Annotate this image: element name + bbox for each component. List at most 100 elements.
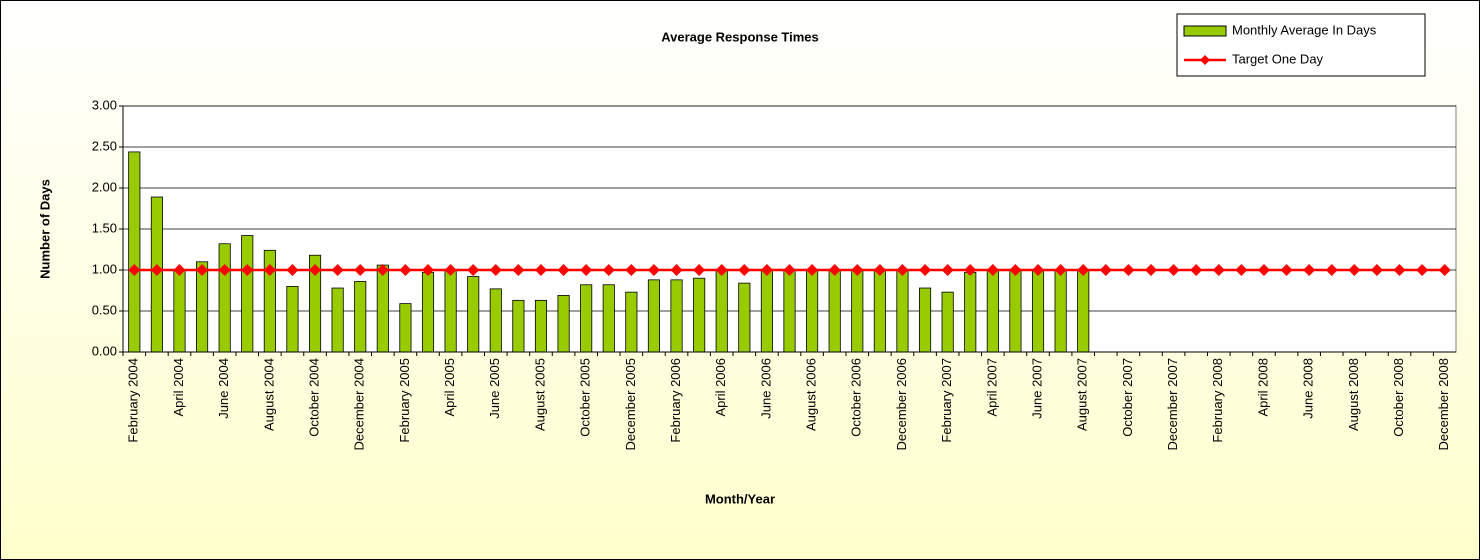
y-tick-label: 2.50 — [92, 138, 117, 153]
marker — [241, 264, 254, 276]
x-tick-label: October 2008 — [1391, 358, 1406, 437]
marker — [1212, 264, 1225, 276]
marker — [331, 264, 344, 276]
marker — [1257, 264, 1270, 276]
marker — [534, 264, 547, 276]
bar — [534, 299, 548, 353]
y-tick-label: 0.00 — [92, 343, 117, 358]
marker — [986, 264, 999, 276]
x-tick-label: October 2006 — [849, 358, 864, 437]
marker — [1416, 264, 1429, 276]
marker — [309, 264, 322, 276]
marker — [919, 264, 932, 276]
legend-marker — [1200, 55, 1210, 65]
marker — [286, 264, 299, 276]
bar — [602, 284, 615, 353]
marker — [150, 264, 163, 276]
legend-label: Target One Day — [1232, 51, 1324, 66]
x-tick-label: December 2006 — [894, 358, 909, 451]
bar — [986, 269, 999, 353]
marker — [1438, 264, 1451, 276]
x-tick-label: October 2007 — [1120, 358, 1135, 437]
marker — [1348, 264, 1361, 276]
marker — [512, 264, 525, 276]
marker — [422, 264, 435, 276]
marker — [1032, 264, 1045, 276]
bar — [489, 288, 502, 353]
marker — [828, 264, 841, 276]
bar — [580, 284, 593, 353]
marker — [738, 264, 751, 276]
marker — [760, 264, 773, 276]
marker — [851, 264, 864, 276]
bar — [941, 291, 954, 353]
marker — [1144, 264, 1157, 276]
marker — [467, 264, 480, 276]
legend-swatch — [1183, 25, 1227, 37]
x-tick-label: December 2004 — [352, 358, 367, 451]
x-tick-label: October 2005 — [578, 358, 593, 437]
marker — [1054, 264, 1067, 276]
marker — [1325, 264, 1338, 276]
bar — [331, 287, 344, 353]
x-tick-label: December 2005 — [623, 358, 638, 451]
marker — [489, 264, 502, 276]
bar — [625, 291, 638, 353]
bar — [670, 279, 683, 353]
marker — [896, 264, 909, 276]
bar — [557, 295, 570, 353]
marker — [1077, 264, 1090, 276]
chart-title: Average Response Times — [661, 29, 819, 44]
y-tick-label: 0.50 — [92, 302, 117, 317]
x-axis-title: Month/Year — [705, 491, 775, 506]
bar — [896, 269, 909, 353]
x-tick-label: August 2007 — [1075, 358, 1090, 431]
bar — [647, 279, 660, 353]
marker — [693, 264, 706, 276]
legend — [1176, 13, 1426, 77]
x-tick-label: June 2005 — [487, 358, 502, 419]
marker — [218, 264, 231, 276]
x-tick-label: August 2006 — [804, 358, 819, 431]
x-tick-label: June 2004 — [216, 358, 231, 419]
marker — [354, 264, 367, 276]
marker — [941, 264, 954, 276]
bar — [1054, 269, 1067, 353]
x-tick-label: December 2007 — [1165, 358, 1180, 451]
marker — [1190, 264, 1203, 276]
marker — [444, 264, 457, 276]
y-tick-label: 3.00 — [92, 97, 117, 112]
legend-label: Monthly Average In Days — [1232, 22, 1377, 37]
marker — [173, 264, 186, 276]
bar — [806, 269, 819, 353]
marker — [1009, 264, 1022, 276]
x-tick-label: February 2008 — [1210, 358, 1225, 443]
bar — [286, 285, 299, 353]
x-tick-label: February 2004 — [126, 358, 141, 443]
marker — [376, 264, 389, 276]
marker — [1370, 264, 1383, 276]
bar — [173, 269, 186, 353]
marker — [128, 264, 141, 276]
bar — [964, 272, 977, 353]
bar — [1031, 269, 1045, 353]
marker — [806, 264, 819, 276]
marker — [1303, 264, 1316, 276]
marker — [580, 264, 593, 276]
x-tick-label: December 2008 — [1436, 358, 1451, 451]
x-tick-label: April 2004 — [171, 358, 186, 417]
bar — [241, 235, 254, 353]
x-tick-label: June 2007 — [1029, 358, 1044, 419]
marker — [715, 264, 728, 276]
y-tick-label: 1.50 — [92, 220, 117, 235]
bar — [399, 303, 412, 353]
x-tick-label: August 2005 — [532, 358, 547, 431]
x-tick-label: April 2006 — [713, 358, 728, 417]
bar — [873, 269, 886, 353]
bar — [783, 269, 796, 353]
bar — [444, 269, 457, 353]
bar — [1009, 269, 1022, 353]
marker — [399, 264, 412, 276]
bar — [128, 151, 141, 353]
